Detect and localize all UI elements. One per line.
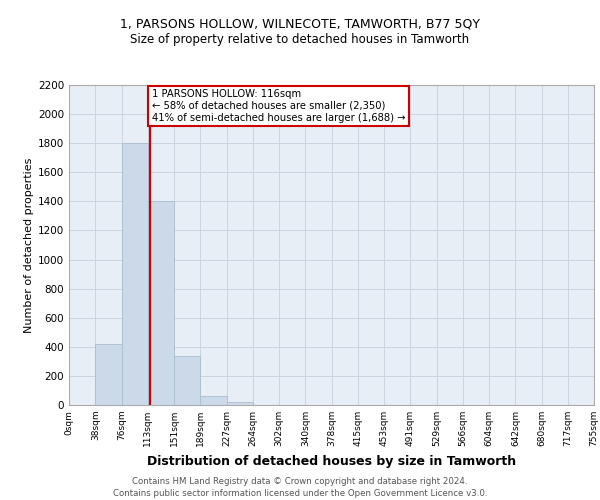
Bar	[227, 402, 253, 405]
Text: 1 PARSONS HOLLOW: 116sqm
← 58% of detached houses are smaller (2,350)
41% of sem: 1 PARSONS HOLLOW: 116sqm ← 58% of detach…	[152, 90, 405, 122]
Bar	[174, 356, 200, 405]
Bar	[200, 396, 227, 405]
Bar	[148, 202, 174, 405]
Bar	[122, 143, 148, 405]
X-axis label: Distribution of detached houses by size in Tamworth: Distribution of detached houses by size …	[147, 454, 516, 468]
Y-axis label: Number of detached properties: Number of detached properties	[24, 158, 34, 332]
Bar	[95, 344, 122, 405]
Text: 1, PARSONS HOLLOW, WILNECOTE, TAMWORTH, B77 5QY: 1, PARSONS HOLLOW, WILNECOTE, TAMWORTH, …	[120, 18, 480, 30]
Text: Size of property relative to detached houses in Tamworth: Size of property relative to detached ho…	[130, 32, 470, 46]
Text: Contains HM Land Registry data © Crown copyright and database right 2024.
Contai: Contains HM Land Registry data © Crown c…	[113, 476, 487, 498]
